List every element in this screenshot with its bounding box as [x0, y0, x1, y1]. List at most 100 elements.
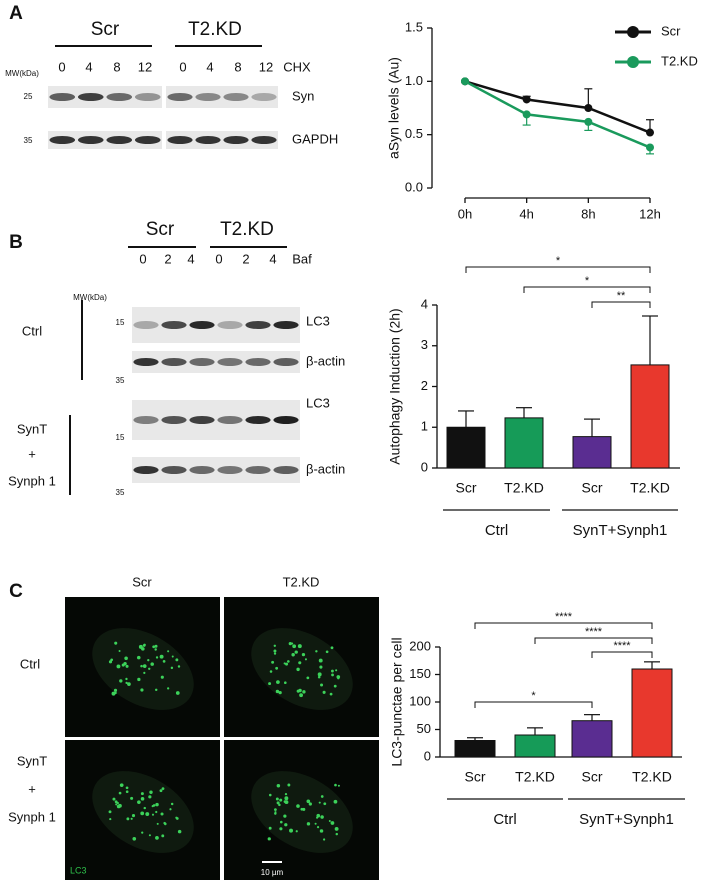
punctum	[291, 642, 294, 645]
blot-strip	[48, 131, 162, 149]
blot-strip	[166, 131, 278, 149]
punctum	[316, 813, 321, 818]
significance-label: ****	[555, 611, 573, 623]
punctum	[301, 653, 306, 657]
punctum	[163, 821, 166, 825]
point	[646, 128, 654, 137]
punctum	[148, 795, 152, 799]
punctum	[279, 820, 283, 824]
bar	[631, 668, 673, 758]
significance-bracket	[591, 301, 651, 308]
group-label: Ctrl	[485, 522, 508, 539]
punctum	[333, 799, 338, 804]
y-tick-label: 100	[409, 693, 431, 708]
punctum	[275, 666, 279, 670]
blot-band	[167, 93, 193, 101]
bar	[571, 720, 613, 758]
mw-value: 25	[24, 92, 33, 101]
bar	[454, 740, 496, 758]
punctum	[333, 684, 337, 688]
blot-strip	[166, 86, 278, 108]
x-tick-label: 12h	[639, 206, 661, 221]
condition-label: Ctrl	[22, 323, 42, 338]
punctum	[276, 680, 280, 684]
condition-label: Synph 1	[8, 473, 56, 488]
y-tick-label: 0	[421, 459, 428, 474]
blot-strip	[132, 457, 300, 483]
punctum	[320, 815, 324, 819]
punctum	[113, 688, 118, 692]
punctum	[137, 677, 141, 682]
punctum	[114, 641, 118, 645]
punctum	[320, 795, 324, 798]
punctum	[275, 689, 280, 694]
significance-label: *	[531, 690, 536, 702]
punctum	[152, 645, 156, 649]
punctum	[116, 801, 119, 805]
punctum	[142, 644, 146, 647]
blot-band	[133, 416, 159, 424]
punctum	[148, 667, 151, 670]
punctum	[288, 642, 292, 646]
punctum	[175, 816, 178, 819]
blot-band	[273, 321, 299, 329]
punctum	[296, 689, 300, 693]
lane-label: 2	[164, 251, 171, 266]
y-axis-label: aSyn levels (Au)	[386, 57, 402, 159]
punctum	[292, 644, 297, 649]
cell-outline	[251, 771, 353, 853]
bar	[630, 364, 670, 469]
blot-band	[133, 358, 159, 366]
punctum	[335, 669, 338, 672]
punctum	[285, 662, 289, 666]
punctum	[318, 658, 323, 663]
punctum	[317, 672, 322, 677]
punctum	[175, 691, 180, 695]
punctum	[125, 786, 129, 790]
cell-outline	[251, 628, 353, 710]
punctum	[123, 661, 127, 666]
punctum	[304, 658, 307, 661]
punctum	[291, 653, 295, 657]
punctum	[287, 660, 290, 663]
punctum	[167, 650, 170, 653]
punctum	[283, 681, 287, 685]
blot-band	[273, 358, 299, 366]
blot-band	[189, 466, 215, 474]
lane-label: 0	[215, 251, 222, 266]
band-label: LC3	[306, 313, 330, 328]
punctum	[283, 814, 287, 818]
point	[461, 77, 469, 86]
lane-label: 4	[206, 59, 213, 74]
bar	[514, 734, 556, 758]
x-tick-label: Scr	[456, 480, 477, 496]
point	[522, 110, 531, 119]
punctum	[316, 816, 319, 819]
x-tick-label: T2.KD	[504, 480, 544, 496]
punctum	[274, 811, 277, 814]
punctum	[170, 666, 174, 670]
blot-band	[189, 358, 215, 366]
punctum	[141, 831, 144, 834]
blot-band	[245, 358, 271, 366]
y-tick-label: 3	[421, 337, 428, 352]
punctum	[126, 817, 130, 821]
punctum	[276, 801, 280, 805]
punctum	[149, 790, 153, 794]
bar	[572, 436, 612, 469]
punctum	[297, 644, 302, 649]
punctum	[315, 650, 318, 653]
blot-band	[195, 93, 221, 101]
punctum	[300, 807, 304, 811]
x-tick-label: 8h	[581, 206, 595, 221]
punctum	[322, 690, 326, 694]
y-tick-label: 1.5	[405, 19, 423, 34]
blot-band	[223, 93, 249, 101]
punctum	[268, 826, 272, 830]
punctum	[302, 690, 306, 694]
blot-band	[106, 136, 133, 144]
blot-band	[189, 321, 215, 329]
blot-band	[273, 416, 299, 424]
row-label: SynT	[17, 753, 47, 768]
significance-bracket	[534, 637, 653, 644]
